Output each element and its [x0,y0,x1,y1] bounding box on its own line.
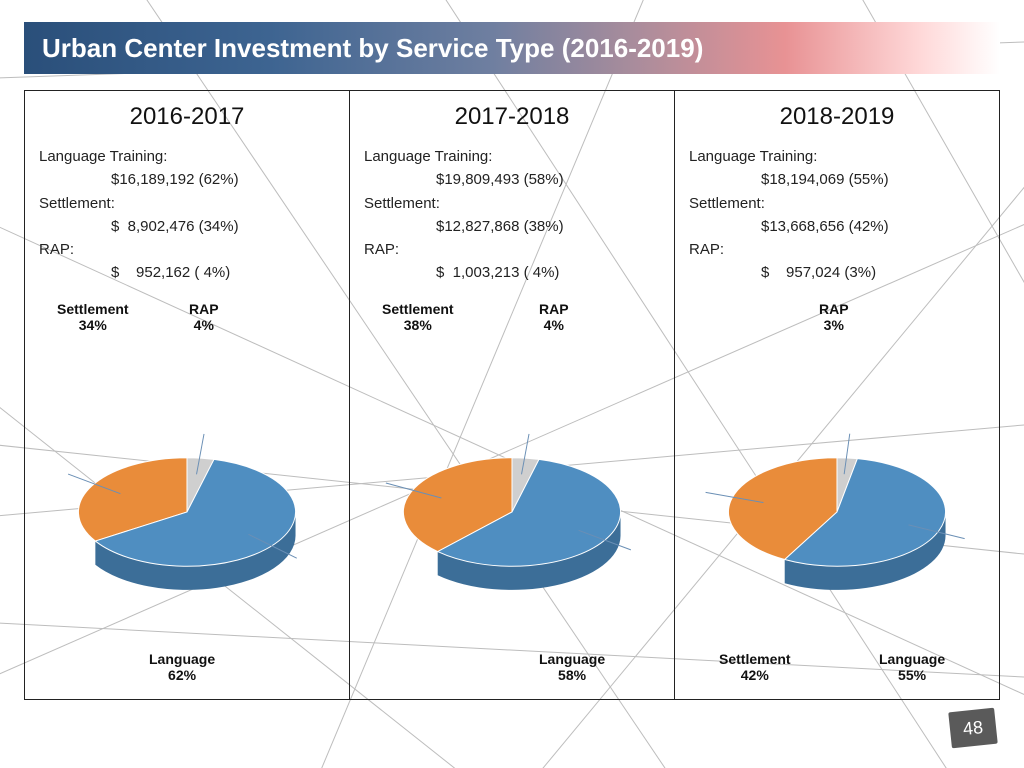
panel-year: 2018-2019 [689,103,985,131]
stat-val-lang: $16,189,192 (62%) [39,168,335,191]
callout-rap: RAP4% [539,301,569,333]
panel-2017-2018: 2017-2018 Language Training: $19,809,493… [350,90,675,700]
panel-2018-2019: 2018-2019 Language Training: $18,194,069… [675,90,1000,700]
stat-val-set: $12,827,868 (38%) [364,215,660,238]
pie-chart: RAP3% Settlement42% Language55% [689,295,985,690]
panel-stats: Language Training: $16,189,192 (62%) Set… [39,145,335,285]
panel-year: 2017-2018 [364,103,660,131]
stat-val-rap: $ 952,162 ( 4%) [39,261,335,284]
stat-val-lang: $18,194,069 (55%) [689,168,985,191]
page-title: Urban Center Investment by Service Type … [42,33,703,64]
page-title-bar: Urban Center Investment by Service Type … [24,22,1000,74]
pie-chart: Settlement34% RAP4% Language62% [39,295,335,690]
callout-rap: RAP3% [819,301,849,333]
callout-language: Language58% [539,651,605,683]
callout-settlement: Settlement38% [382,301,454,333]
stat-label-lang: Language Training: [689,145,985,168]
stat-val-set: $13,668,656 (42%) [689,215,985,238]
stat-label-lang: Language Training: [39,145,335,168]
panel-stats: Language Training: $19,809,493 (58%) Set… [364,145,660,285]
stat-label-set: Settlement: [364,192,660,215]
pie-chart: Settlement38% RAP4% Language58% [364,295,660,690]
callout-rap: RAP4% [189,301,219,333]
panel-2016-2017: 2016-2017 Language Training: $16,189,192… [24,90,350,700]
panels-row: 2016-2017 Language Training: $16,189,192… [24,90,1000,700]
page-number: 48 [962,717,984,740]
panel-stats: Language Training: $18,194,069 (55%) Set… [689,145,985,285]
callout-language: Language55% [879,651,945,683]
callout-settlement: Settlement34% [57,301,129,333]
page-number-badge: 48 [948,708,998,749]
stat-label-set: Settlement: [39,192,335,215]
stat-label-rap: RAP: [689,238,985,261]
stat-label-lang: Language Training: [364,145,660,168]
callout-settlement: Settlement42% [719,651,791,683]
panel-year: 2016-2017 [39,103,335,131]
stat-val-rap: $ 1,003,213 ( 4%) [364,261,660,284]
stat-label-rap: RAP: [39,238,335,261]
stat-val-set: $ 8,902,476 (34%) [39,215,335,238]
stat-label-set: Settlement: [689,192,985,215]
stat-label-rap: RAP: [364,238,660,261]
callout-language: Language62% [149,651,215,683]
stat-val-rap: $ 957,024 (3%) [689,261,985,284]
stat-val-lang: $19,809,493 (58%) [364,168,660,191]
